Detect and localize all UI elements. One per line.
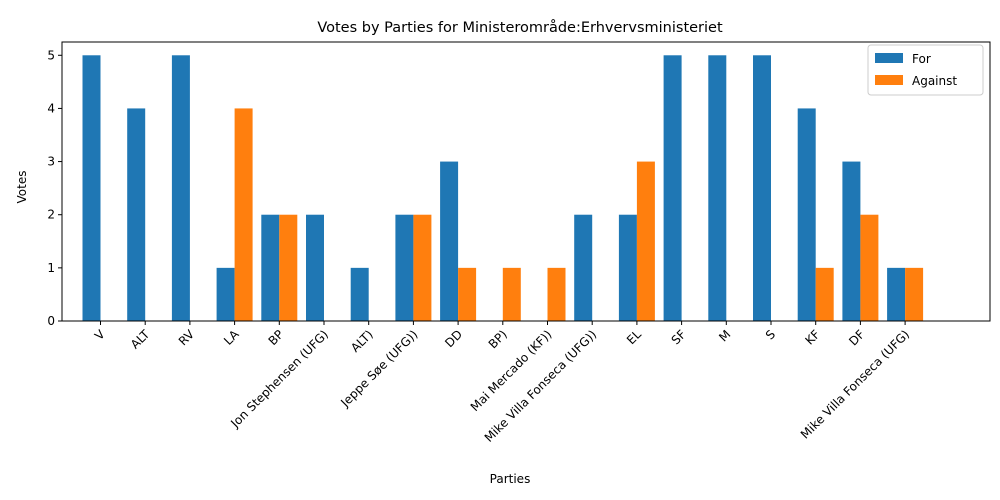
bar-for bbox=[82, 55, 101, 322]
bar-for bbox=[842, 161, 861, 321]
y-tick-label: 1 bbox=[47, 261, 55, 275]
bar-for bbox=[887, 267, 906, 321]
legend-label-against: Against bbox=[912, 74, 957, 88]
bar-for bbox=[574, 214, 593, 321]
legend: For Against bbox=[867, 44, 984, 96]
legend-swatch-against bbox=[875, 75, 903, 85]
bar-against bbox=[547, 267, 566, 321]
bar-for bbox=[753, 55, 771, 322]
y-tick-label: 0 bbox=[47, 314, 55, 328]
bar-against bbox=[815, 267, 834, 321]
bars-layer bbox=[82, 55, 924, 322]
y-tick-label: 2 bbox=[47, 208, 55, 222]
plot-frame bbox=[61, 41, 991, 322]
legend-label-for: For bbox=[912, 52, 931, 66]
bar-for bbox=[306, 214, 324, 321]
bar-for bbox=[216, 267, 235, 321]
bar-for bbox=[350, 267, 369, 321]
y-axis: 0 1 2 3 4 5 bbox=[47, 48, 62, 328]
bar-for bbox=[127, 108, 146, 321]
bar-for bbox=[171, 55, 190, 322]
y-tick-label: 5 bbox=[47, 48, 55, 62]
y-axis-label: Votes bbox=[15, 171, 29, 204]
bar-for bbox=[708, 55, 727, 322]
x-axis-label: Parties bbox=[490, 472, 531, 486]
bar-for bbox=[261, 214, 280, 321]
bar-against bbox=[860, 214, 879, 321]
legend-swatch-for bbox=[875, 53, 903, 63]
bar-for bbox=[797, 108, 816, 321]
y-tick-label: 4 bbox=[47, 101, 55, 115]
bar-against bbox=[636, 161, 655, 321]
chart-title: Votes by Parties for Ministerområde:Erhv… bbox=[317, 19, 723, 36]
bar-against bbox=[458, 267, 477, 321]
bar-against bbox=[413, 214, 432, 321]
bar-for bbox=[395, 214, 414, 321]
bar-for bbox=[618, 214, 637, 321]
bar-for bbox=[440, 161, 459, 321]
bar-for bbox=[663, 55, 682, 322]
bar-against bbox=[279, 214, 298, 321]
bar-against bbox=[234, 108, 253, 321]
bar-against bbox=[502, 267, 521, 321]
y-tick-label: 3 bbox=[47, 155, 55, 169]
bar-against bbox=[905, 267, 924, 321]
